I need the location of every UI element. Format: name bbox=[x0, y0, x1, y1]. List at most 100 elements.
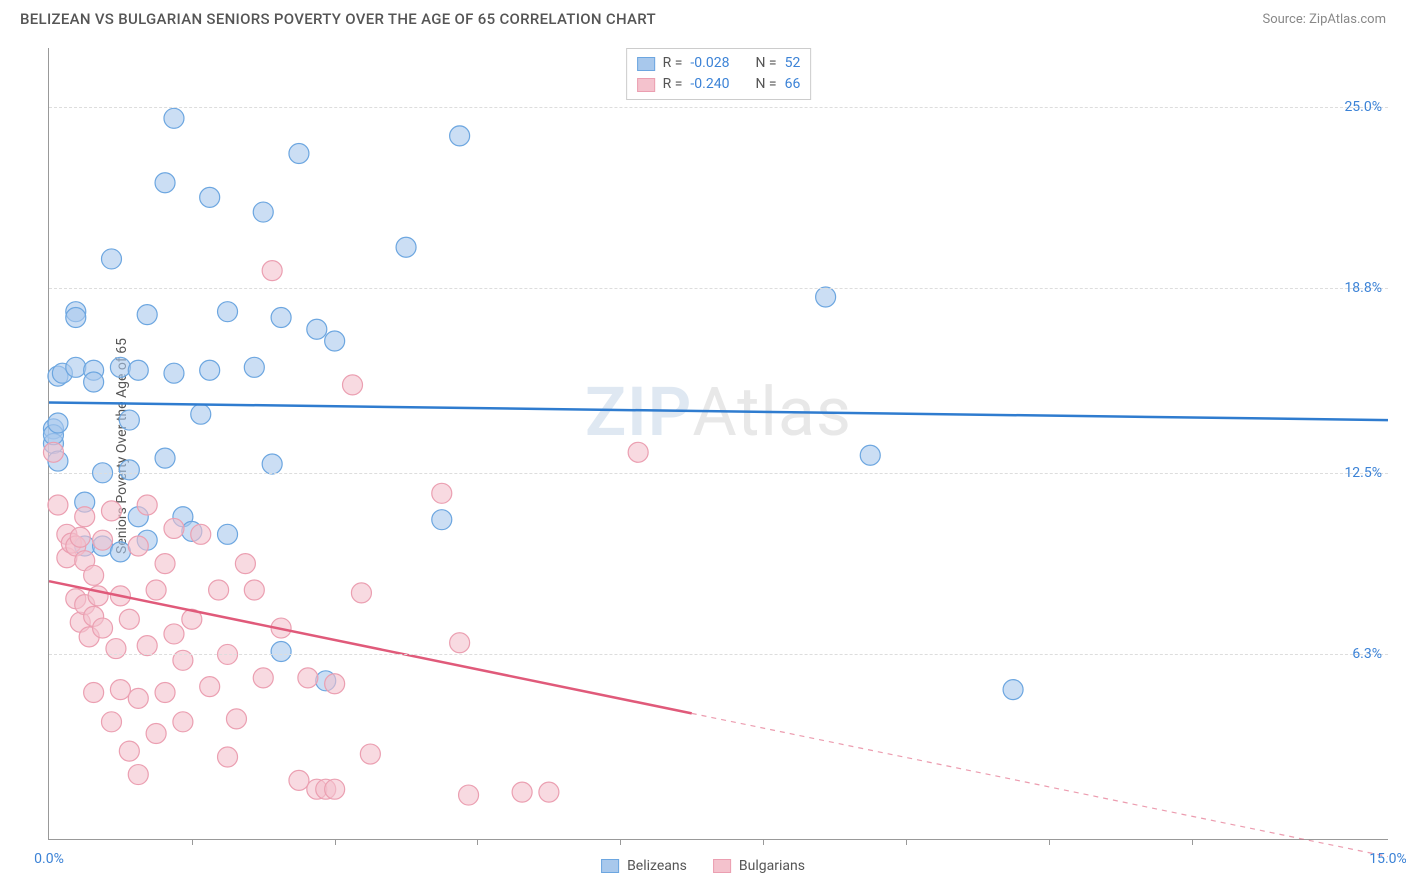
series-legend: Belizeans Bulgarians bbox=[601, 858, 805, 874]
r-value: -0.240 bbox=[690, 74, 729, 95]
data-point bbox=[209, 580, 229, 600]
data-point bbox=[191, 524, 211, 544]
plot-svg bbox=[49, 48, 1388, 839]
data-point bbox=[146, 580, 166, 600]
data-point bbox=[137, 495, 157, 515]
r-label: R = bbox=[663, 74, 683, 95]
data-point bbox=[48, 495, 68, 515]
legend-swatch bbox=[637, 78, 655, 92]
data-point bbox=[110, 357, 130, 377]
data-point bbox=[155, 683, 175, 703]
data-point bbox=[128, 536, 148, 556]
data-point bbox=[128, 360, 148, 380]
gridline bbox=[49, 107, 1388, 108]
data-point bbox=[164, 518, 184, 538]
r-label: R = bbox=[663, 53, 683, 74]
data-point bbox=[75, 507, 95, 527]
data-point bbox=[235, 554, 255, 574]
data-point bbox=[93, 618, 113, 638]
data-point bbox=[155, 554, 175, 574]
data-point bbox=[218, 302, 238, 322]
chart-title: BELIZEAN VS BULGARIAN SENIORS POVERTY OV… bbox=[20, 10, 656, 28]
y-tick-label: 12.5% bbox=[1344, 465, 1382, 481]
data-point bbox=[66, 308, 86, 328]
x-tick bbox=[192, 839, 193, 845]
data-point bbox=[325, 331, 345, 351]
data-point bbox=[262, 454, 282, 474]
data-point bbox=[307, 319, 327, 339]
data-point bbox=[432, 483, 452, 503]
legend-swatch bbox=[713, 859, 731, 873]
data-point bbox=[164, 624, 184, 644]
series-name: Belizeans bbox=[627, 858, 687, 874]
y-tick-label: 18.8% bbox=[1344, 280, 1382, 296]
data-point bbox=[200, 360, 220, 380]
x-tick bbox=[335, 839, 336, 845]
source-attribution: Source: ZipAtlas.com bbox=[1262, 12, 1386, 27]
x-axis-label: 15.0% bbox=[1369, 851, 1406, 867]
n-label: N = bbox=[755, 74, 776, 95]
n-value: 52 bbox=[785, 53, 801, 74]
data-point bbox=[450, 126, 470, 146]
data-point bbox=[70, 527, 90, 547]
data-point bbox=[289, 143, 309, 163]
n-label: N = bbox=[755, 53, 776, 74]
data-point bbox=[119, 609, 139, 629]
x-axis-label: 0.0% bbox=[34, 851, 64, 867]
data-point bbox=[271, 308, 291, 328]
data-point bbox=[101, 249, 121, 269]
data-point bbox=[84, 683, 104, 703]
legend-item: Belizeans bbox=[601, 858, 687, 874]
data-point bbox=[289, 770, 309, 790]
series-name: Bulgarians bbox=[739, 858, 805, 874]
data-point bbox=[128, 765, 148, 785]
data-point bbox=[262, 261, 282, 281]
data-point bbox=[119, 741, 139, 761]
data-point bbox=[218, 524, 238, 544]
data-point bbox=[128, 688, 148, 708]
data-point bbox=[816, 287, 836, 307]
data-point bbox=[137, 305, 157, 325]
data-point bbox=[93, 530, 113, 550]
data-point bbox=[137, 636, 157, 656]
gridline bbox=[49, 288, 1388, 289]
r-value: -0.028 bbox=[690, 53, 729, 74]
legend-swatch bbox=[637, 57, 655, 71]
data-point bbox=[155, 448, 175, 468]
data-point bbox=[539, 782, 559, 802]
data-point bbox=[253, 202, 273, 222]
y-tick-label: 25.0% bbox=[1344, 99, 1382, 115]
data-point bbox=[218, 747, 238, 767]
data-point bbox=[459, 785, 479, 805]
data-point bbox=[119, 410, 139, 430]
legend-swatch bbox=[601, 859, 619, 873]
data-point bbox=[271, 642, 291, 662]
data-point bbox=[48, 413, 68, 433]
data-point bbox=[512, 782, 532, 802]
data-point bbox=[343, 375, 363, 395]
data-point bbox=[226, 709, 246, 729]
data-point bbox=[244, 580, 264, 600]
legend-row: R = -0.240 N = 66 bbox=[637, 74, 801, 95]
source-label: Source: bbox=[1262, 12, 1309, 27]
n-value: 66 bbox=[785, 74, 801, 95]
gridline bbox=[49, 473, 1388, 474]
legend-item: Bulgarians bbox=[713, 858, 805, 874]
trend-line-extrapolated bbox=[692, 713, 1388, 856]
data-point bbox=[101, 501, 121, 521]
x-tick bbox=[1192, 839, 1193, 845]
data-point bbox=[298, 668, 318, 688]
x-tick bbox=[906, 839, 907, 845]
data-point bbox=[360, 744, 380, 764]
scatter-chart: ZIPAtlas R = -0.028N = 52R = -0.240N = 6… bbox=[48, 48, 1388, 840]
data-point bbox=[173, 712, 193, 732]
data-point bbox=[200, 187, 220, 207]
data-point bbox=[450, 633, 470, 653]
data-point bbox=[164, 363, 184, 383]
source-name: ZipAtlas.com bbox=[1309, 12, 1386, 27]
data-point bbox=[106, 639, 126, 659]
trend-line bbox=[49, 402, 1388, 420]
correlation-legend: R = -0.028 N = 52 R = -0.240 N = 66 bbox=[626, 48, 812, 100]
legend-row: R = -0.028 N = 52 bbox=[637, 53, 801, 74]
data-point bbox=[1003, 680, 1023, 700]
